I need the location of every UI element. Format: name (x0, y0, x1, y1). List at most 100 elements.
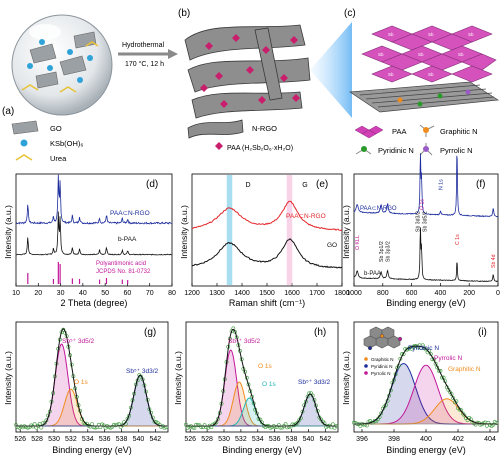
paa-legend-c-icon (354, 125, 384, 139)
xps-peak-annotation: N 1s (439, 179, 445, 190)
h-peak-o1s-a: O 1s (258, 363, 272, 370)
urea-molecule (21, 41, 99, 93)
measured-data-point (372, 418, 377, 423)
i-xlabel: Binding energy (eV) (386, 445, 466, 455)
sb-atoms: Sb Sb Sb Sb Sb Sb Sb Sb (378, 32, 474, 77)
band-d-label: D (245, 182, 250, 189)
panel-e: (e) 1200 1300 1400 1500 1600 1700 1800 D G PAA… (179, 173, 350, 308)
band-d-highlight (226, 175, 233, 285)
measured-data-point (449, 392, 454, 397)
measured-data-point (379, 411, 384, 416)
graphitic-n-icon (419, 124, 435, 137)
svg-text:Sb: Sb (418, 52, 424, 57)
measured-data-point (88, 424, 93, 429)
d-x-tick-label: 20 (34, 290, 42, 297)
measured-data-point (433, 361, 438, 366)
urea-legend-label: Urea (50, 154, 67, 163)
fit-x-tick-label: 536 (269, 436, 281, 443)
fit-component-fill (186, 350, 338, 426)
d-x-tick-label: 40 (79, 290, 87, 297)
panel-a: (a) Hydrothermal 170 °C, 12 h GO KSb(OH)… (2, 14, 178, 163)
fit-component-fill (186, 394, 338, 426)
n-structure-inset (363, 326, 403, 351)
frame-d (15, 173, 173, 287)
measured-data-point (424, 347, 428, 352)
pyrrolic-n-icon (419, 143, 433, 156)
fit-x-tick-label: 532 (235, 436, 247, 443)
paa-legend-icon (215, 142, 223, 150)
measured-data-point (195, 423, 200, 428)
graphitic-n-label: Graphitic N (440, 127, 478, 136)
xps-bulk-trace (353, 227, 498, 283)
xps-peak-annotation: Sb 3d3/2 (415, 211, 421, 232)
go-legend-label: GO (50, 124, 62, 133)
xps-peak-annotation: Sb 4d (491, 254, 497, 268)
i-peak-pyridinic: Pyridinic N (408, 345, 439, 352)
panel-i: (i) 396 398 400 402 404 Graphitic N Pyridini… (341, 321, 499, 455)
pyrrolic-n-label: Pyrrolic N (440, 146, 473, 155)
e-x-tick-label: 1400 (234, 290, 250, 297)
i-peak-graphitic: Graphitic N (448, 366, 481, 373)
panel-f: (f) 1000 800 600 400 200 0 O KLL Sb 3p1/2 Sb 3p3… (341, 153, 500, 308)
svg-text:Sb: Sb (458, 52, 464, 57)
panel-g: (g) 526 528 530 532 534 536 538 540 542 Sb⁵⁺ 3d5… (3, 321, 169, 455)
svg-text:Sb: Sb (468, 32, 474, 37)
svg-text:Sb: Sb (378, 52, 384, 57)
fit-x-tick-label: 400 (420, 436, 432, 443)
xps-peak-annotation: O 1s (420, 199, 426, 210)
measured-data-point (462, 413, 467, 418)
frame-h (185, 321, 339, 433)
f-x-tick-label: 1000 (346, 290, 362, 297)
arrow-text-1: Hydrothermal (122, 42, 164, 49)
fit-x-tick-label: 538 (116, 436, 128, 443)
fit-x-tick-label: 402 (452, 436, 464, 443)
e-xlabel: Raman shift (cm⁻¹) (229, 298, 305, 308)
e-x-tick-label: 1600 (284, 290, 300, 297)
n-dopant-atoms (397, 89, 471, 107)
f-x-tick-label: 400 (435, 290, 447, 297)
f-legend-composite: PAA⊂N-RGO (360, 206, 397, 212)
measured-data-point (125, 416, 130, 421)
arrow-text-2: 170 °C, 12 h (125, 60, 164, 68)
h-peak-o1s-b: O 1s (262, 381, 276, 388)
svg-text:Sb: Sb (428, 32, 434, 37)
measured-data-point (90, 422, 94, 427)
i-ylabel: Intensity (a.u.) (341, 351, 351, 405)
panel-d-label: (d) (146, 179, 158, 190)
measured-data-point (61, 327, 66, 332)
ksb-legend-icon (20, 139, 28, 147)
e-ylabel: Intensity (a.u.) (179, 205, 189, 259)
fit-x-tick-label: 534 (252, 436, 264, 443)
panel-b-label: (b) (178, 8, 190, 19)
fit-x-tick-label: 526 (14, 436, 26, 443)
fit-x-tick-label: 534 (82, 436, 94, 443)
fit-x-tick-label: 528 (31, 436, 43, 443)
panel-f-label: (f) (476, 179, 485, 190)
panel-e-label: (e) (316, 179, 328, 190)
ksb-legend-label: KSb(OH)₆ (50, 139, 83, 148)
inset-graphitic-n: Graphitic N (371, 357, 394, 362)
f-x-tick-label: 800 (377, 290, 389, 297)
zoom-beam (310, 22, 352, 118)
fit-component-fill (16, 375, 168, 426)
band-g-label: G (302, 182, 307, 189)
f-x-tick-label: 200 (463, 290, 475, 297)
fit-component-fill (16, 344, 168, 426)
e-legend-composite: PAA⊂N-RGO (286, 213, 326, 220)
h-peak-sb32: Sb⁵⁺ 3d3/2 (298, 379, 331, 386)
fit-x-tick-label: 398 (388, 436, 400, 443)
n-rgo-legend-label: N-RGO (252, 124, 277, 133)
f-ylabel: Intensity (a.u.) (341, 205, 351, 259)
measured-data-point (451, 396, 456, 400)
d-x-tick-label: 80 (168, 290, 176, 297)
fit-component-fill (354, 398, 498, 424)
panel-c-label: (c) (344, 8, 356, 19)
paa-framework (361, 25, 497, 83)
fit-x-tick-label: 530 (48, 436, 60, 443)
measured-data-point (330, 422, 335, 427)
g-peak-sb52: Sb⁵⁺ 3d5/2 (62, 338, 95, 345)
measured-data-point (295, 420, 300, 425)
fit-x-tick-label: 404 (484, 436, 496, 443)
fit-x-tick-label: 540 (133, 436, 145, 443)
fit-x-tick-label: 530 (218, 436, 230, 443)
